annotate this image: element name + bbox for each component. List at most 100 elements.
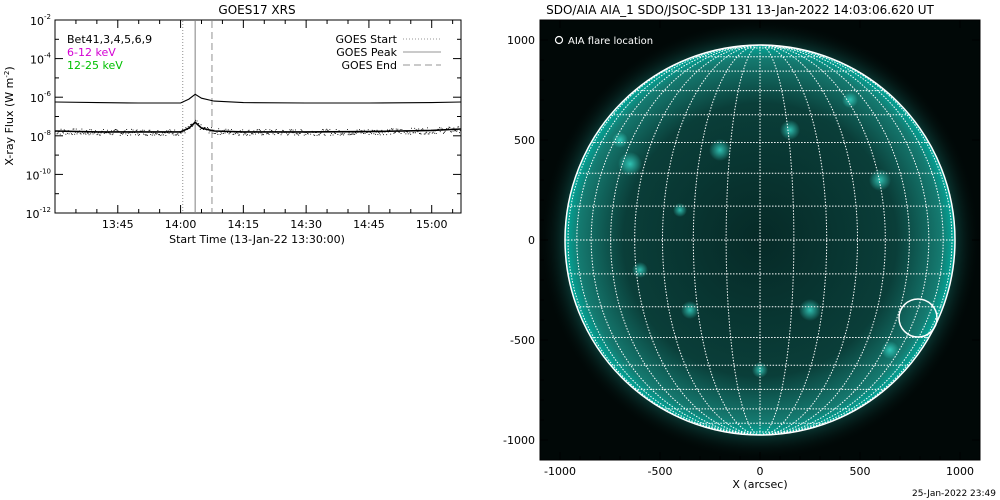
goes-noise-point (327, 130, 329, 132)
goes-noise-point (308, 131, 310, 133)
goes-noise-point (431, 129, 432, 131)
goes-noise-point (378, 132, 380, 133)
goes-noise-point (251, 132, 253, 134)
goes-noise-point (427, 133, 429, 135)
goes-noise-point (446, 128, 448, 129)
goes-noise-point (367, 131, 368, 133)
goes-noise-point (248, 129, 250, 131)
goes-noise-point (438, 128, 440, 130)
goes-channel-label: 6-12 keV (67, 46, 116, 59)
goes-noise-point (400, 133, 402, 134)
goes-noise-point (222, 130, 224, 132)
goes-noise-point (275, 130, 276, 132)
goes-noise-point (167, 130, 169, 132)
goes-y-tick-base: 10 (30, 131, 44, 144)
goes-noise-point (353, 132, 355, 134)
goes-noise-point (305, 134, 307, 135)
goes-y-tick-label: 10-2 (30, 13, 51, 28)
goes-noise-point (165, 135, 167, 136)
goes-noise-point (162, 132, 164, 134)
goes-noise-point (163, 134, 164, 136)
goes-noise-point (100, 132, 102, 134)
goes-noise-point (334, 132, 336, 134)
goes-noise-point (332, 134, 334, 136)
goes-x-tick-label: 14:00 (165, 218, 197, 231)
goes-noise-point (98, 132, 100, 134)
goes-noise-point (111, 130, 112, 132)
goes-noise-point (91, 129, 92, 131)
goes-noise-point (57, 132, 59, 134)
goes-noise-point (256, 129, 258, 131)
goes-noise-point (394, 132, 396, 134)
goes-noise-point (318, 134, 320, 136)
goes-noise-point (193, 122, 195, 124)
goes-noise-point (106, 132, 108, 134)
goes-noise-point (55, 130, 57, 132)
goes-noise-point (384, 131, 386, 133)
goes-noise-point (395, 131, 396, 133)
goes-noise-point (322, 129, 324, 130)
goes-noise-point (310, 133, 312, 135)
goes-noise-point (262, 133, 264, 135)
goes-noise-point (73, 128, 75, 130)
goes-noise-point (195, 119, 196, 121)
goes-noise-point (120, 133, 122, 134)
goes-noise-point (161, 134, 163, 136)
goes-noise-point (130, 134, 132, 136)
goes-noise-point (368, 134, 370, 135)
goes-noise-point (414, 127, 416, 129)
goes-noise-point (179, 132, 181, 134)
goes-noise-point (259, 130, 261, 131)
goes-noise-point (124, 130, 126, 132)
goes-noise-point (301, 130, 303, 131)
goes-noise-point (183, 130, 184, 132)
goes-noise-point (455, 130, 456, 131)
goes-noise-point (385, 130, 387, 132)
goes-noise-point (211, 127, 212, 129)
goes-noise-point (443, 132, 444, 134)
goes-noise-point (312, 132, 314, 133)
goes-noise-point (391, 129, 393, 131)
goes-noise-point (235, 133, 236, 135)
goes-short-noise (55, 119, 462, 136)
goes-noise-point (279, 131, 281, 133)
goes-noise-point (355, 132, 357, 134)
goes-noise-point (357, 131, 359, 133)
goes-noise-point (375, 133, 376, 135)
goes-noise-point (395, 128, 397, 130)
goes-noise-point (342, 132, 344, 134)
goes-noise-point (75, 131, 76, 133)
goes-noise-point (207, 127, 208, 128)
goes-noise-point (136, 129, 138, 131)
goes-noise-point (313, 134, 315, 136)
goes-noise-point (148, 129, 150, 131)
goes-noise-point (219, 131, 220, 132)
goes-noise-point (171, 131, 172, 132)
goes-series-short (54, 121, 462, 133)
goes-noise-point (306, 132, 308, 133)
goes-noise-point (75, 128, 77, 130)
goes-noise-point (415, 132, 416, 134)
goes-noise-point (227, 129, 229, 131)
goes-noise-point (409, 132, 411, 134)
goes-noise-point (352, 134, 354, 135)
goes-noise-point (459, 130, 461, 132)
goes-noise-point (423, 133, 425, 135)
goes-noise-point (80, 133, 82, 135)
goes-noise-point (309, 131, 311, 133)
goes-noise-point (182, 128, 184, 130)
goes-noise-point (199, 129, 201, 130)
goes-noise-point (146, 134, 148, 136)
goes-title: GOES17 XRS (218, 3, 295, 17)
goes-noise-point (449, 127, 451, 128)
goes-noise-point (160, 131, 162, 133)
goes-noise-point (379, 134, 381, 136)
goes-noise-point (346, 131, 348, 133)
goes-noise-point (447, 128, 449, 129)
goes-noise-point (63, 129, 65, 131)
goes-noise-point (291, 132, 293, 134)
goes-noise-point (88, 134, 90, 136)
goes-noise-point (210, 130, 212, 132)
goes-noise-point (271, 130, 273, 132)
goes-noise-point (296, 133, 298, 135)
